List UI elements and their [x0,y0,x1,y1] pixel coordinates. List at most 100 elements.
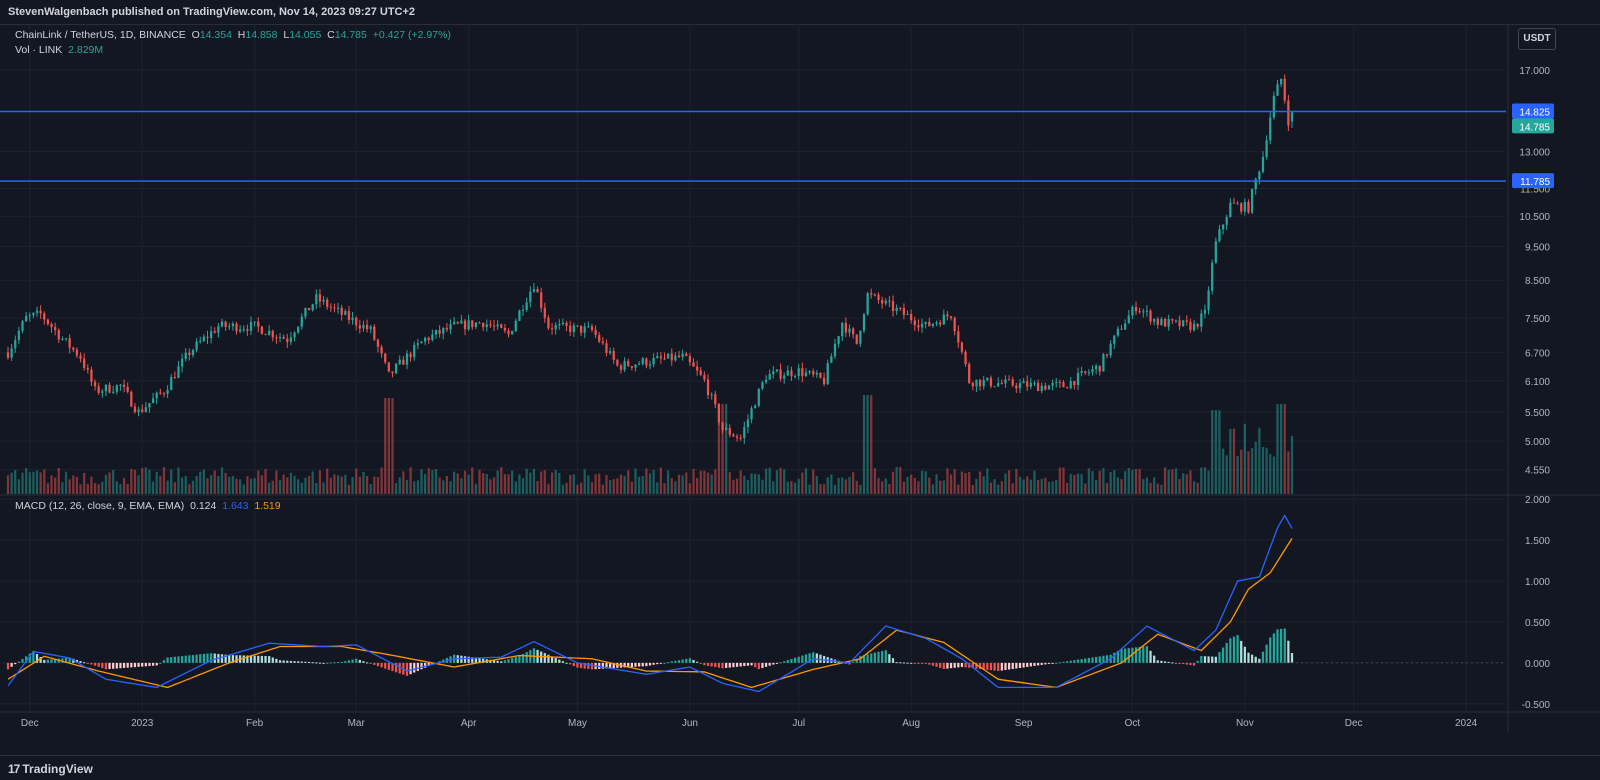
volume-bar [677,474,681,494]
candle [300,316,303,327]
candle [355,317,358,326]
candle [249,321,253,331]
candle [801,368,804,377]
volume-bar [32,471,35,494]
candle [1036,382,1040,392]
candle [623,361,626,370]
volume-bar [739,470,742,494]
candle [605,343,608,354]
currency-button[interactable]: USDT [1518,28,1556,50]
candle [561,322,565,325]
candle [953,318,956,332]
volume-bar [467,474,470,494]
macd-histogram-bar [808,653,811,663]
macd-histogram-bar [93,662,97,666]
volume-bar [1218,410,1221,494]
volume-bar [423,473,427,494]
macd-histogram-bar [554,657,557,663]
macd-line [7,514,1293,693]
volume-bar [202,469,205,494]
volume-bar [949,474,953,494]
candle [1018,383,1022,389]
volume-bar [1171,469,1174,494]
volume-bar [815,476,818,494]
volume-bar [862,395,866,494]
macd-histogram-bar [268,656,271,663]
volume-bar [634,468,637,494]
macd-histogram-bar [235,655,238,663]
candle [841,322,844,337]
volume-bar [122,477,126,494]
volume-bar [416,480,419,494]
candle [924,321,927,324]
macd-histogram-bar [503,660,507,663]
macd-histogram-bar [322,662,325,664]
volume-bar [1015,469,1018,494]
volume-bar [569,474,572,494]
candle [257,321,260,327]
candle [866,293,869,315]
candle [612,351,615,360]
volume-bar [1225,455,1228,494]
macd-histogram-bar [365,662,369,664]
macd-histogram-bar [159,662,162,664]
volume-bar [710,474,713,494]
volume-bar [137,475,140,494]
candle [108,384,111,393]
volume-bar [779,467,782,494]
candle [939,322,942,325]
macd-histogram-bar [656,662,659,665]
macd-histogram-bar [173,656,176,663]
volume-bar [68,479,71,494]
macd-histogram-bar [953,662,956,668]
macd-histogram-bar [1051,662,1054,664]
candle [699,370,702,375]
candle [851,328,855,335]
macd-histogram-bar [583,662,586,669]
publisher-bar: StevenWalgenbach published on TradingVie… [0,0,1600,25]
volume-bar [1156,483,1159,494]
macd-histogram-bar [1076,659,1080,663]
volume-bar [1069,473,1072,494]
macd-histogram-bar [949,662,953,669]
macd-histogram-bar [993,662,996,671]
volume-bar [242,484,245,494]
volume-bar [543,470,546,494]
macd-histogram-bar [1062,661,1065,663]
macd-histogram-bar [1247,652,1250,663]
macd-histogram-bar [608,662,612,669]
macd-histogram-bar [1116,650,1120,663]
candle [768,374,771,380]
candle [554,325,557,330]
candle [293,332,296,338]
macd-histogram-bar [946,662,949,669]
volume-bar [246,476,249,494]
price-chart[interactable]: 17.000 13.000 11.500 10.500 9.500 8.500 7.500 6… [0,24,1600,754]
macd-histogram-bar [46,659,50,663]
candle [1221,224,1225,230]
macd-histogram-bar [115,662,118,669]
volume-bar [699,470,702,494]
volume-bar [86,483,89,494]
candle [445,327,449,330]
volume-bar [61,482,64,494]
candle [761,382,764,389]
volume-bar [275,470,278,494]
macd-histogram-bar [253,655,256,663]
volume-bar [1007,470,1011,494]
macd-histogram-bar [122,662,126,668]
volume-bar [268,482,271,494]
price-tick-label: 11.500 [1520,185,1550,196]
volume-bar [471,467,474,494]
macd-histogram-bar [692,659,695,663]
macd-histogram-bar [906,662,909,664]
candle [986,377,989,381]
candle [1058,382,1061,384]
macd-histogram-bar [579,662,583,669]
macd-histogram-bar [199,654,202,663]
volume-bar [489,479,492,494]
candle [920,323,924,328]
macd-histogram-bar [1073,660,1076,663]
volume-bar [917,481,920,494]
candle [228,326,231,328]
